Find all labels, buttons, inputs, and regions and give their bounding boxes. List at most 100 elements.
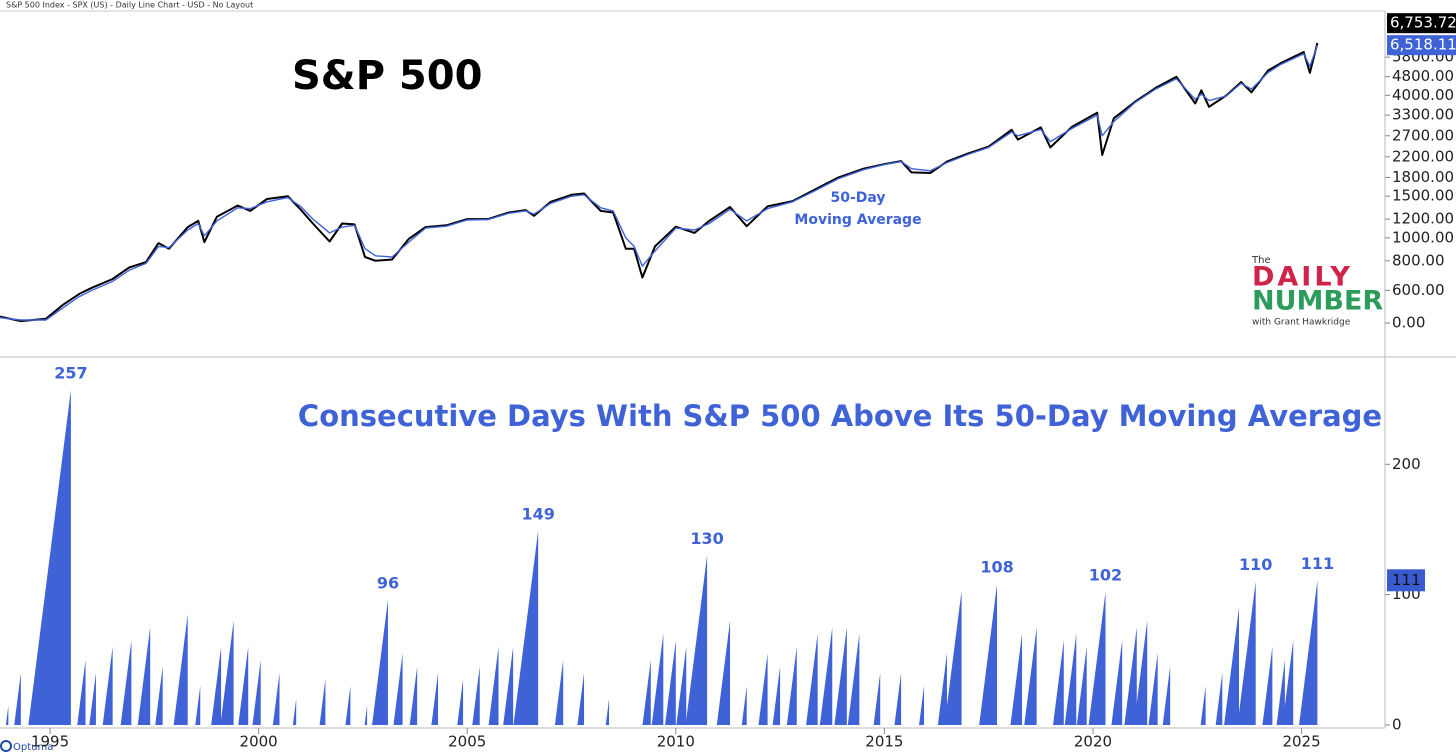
streak-spike bbox=[345, 685, 351, 725]
streak-spike bbox=[513, 530, 539, 725]
streak-spike bbox=[944, 590, 962, 725]
streak-spike bbox=[676, 646, 687, 725]
x-tick-label: 2020 bbox=[1074, 733, 1112, 751]
streak-spike bbox=[554, 659, 564, 725]
streak-spike bbox=[716, 620, 731, 725]
streak-spike bbox=[577, 672, 585, 725]
streak-spike bbox=[758, 653, 768, 725]
streak-spike bbox=[894, 672, 902, 725]
streak-spike bbox=[120, 640, 132, 725]
chart-title: Consecutive Days With S&P 500 Above Its … bbox=[298, 399, 1382, 433]
streak-spike bbox=[393, 653, 403, 725]
streak-spike bbox=[472, 666, 480, 725]
streak-spike bbox=[1148, 653, 1158, 725]
y-tick-label: 800.00 bbox=[1392, 251, 1445, 269]
x-tick-label: 2005 bbox=[448, 733, 486, 751]
streak-spike bbox=[5, 705, 9, 725]
y-tick-label: 1200.00 bbox=[1392, 210, 1454, 228]
data-label: 130 bbox=[690, 529, 723, 548]
x-tick-label: 2000 bbox=[240, 733, 278, 751]
streak-spike bbox=[272, 672, 280, 725]
price-tag bbox=[1387, 35, 1456, 56]
data-label: 110 bbox=[1239, 555, 1272, 574]
streak-spike bbox=[1064, 633, 1077, 725]
y-tick-label: 200 bbox=[1392, 455, 1421, 473]
price-tag-label: 6,753.72 bbox=[1390, 14, 1456, 32]
y-tick-label: 4000.00 bbox=[1392, 86, 1454, 104]
streak-spike bbox=[651, 633, 664, 725]
streak-spike bbox=[1276, 659, 1285, 725]
streak-spike bbox=[503, 646, 514, 725]
streak-spike bbox=[806, 633, 818, 725]
streak-spike bbox=[1024, 627, 1037, 725]
annotation: 50-Day bbox=[830, 190, 885, 206]
y-tick-label: 1800.00 bbox=[1392, 168, 1454, 186]
streak-spike bbox=[1053, 640, 1064, 725]
streak-spike bbox=[252, 659, 261, 725]
logo-text: NUMBER bbox=[1252, 286, 1383, 317]
streak-spike bbox=[1224, 607, 1239, 725]
streak-spike bbox=[1237, 581, 1256, 725]
logo-text: The bbox=[1251, 255, 1271, 266]
watermark: Optuma bbox=[13, 742, 53, 753]
line-series bbox=[0, 42, 1319, 323]
streak-spike bbox=[488, 646, 499, 725]
streak-spike bbox=[1010, 633, 1023, 725]
streak-spike bbox=[292, 698, 297, 725]
streak-spike bbox=[665, 640, 676, 725]
x-tick-label: 2015 bbox=[865, 733, 903, 751]
streak-spike bbox=[919, 685, 925, 725]
y-tick-label: 2200.00 bbox=[1392, 147, 1454, 165]
streak-spike bbox=[137, 627, 151, 725]
data-label: 108 bbox=[980, 558, 1013, 577]
y-tick-label: 0 bbox=[1392, 716, 1402, 734]
y-tick-label: 2700.00 bbox=[1392, 126, 1454, 144]
streak-spike bbox=[741, 685, 747, 725]
streak-spike bbox=[1076, 646, 1087, 725]
x-tick-label: 2010 bbox=[657, 733, 695, 751]
data-label: 102 bbox=[1089, 566, 1122, 585]
value-tag bbox=[1387, 569, 1425, 592]
streak-spike bbox=[431, 672, 439, 725]
streak-spike bbox=[1215, 672, 1223, 725]
streak-spike bbox=[979, 584, 998, 725]
chart-header: S&P 500 Index - SPX (US) - Daily Line Ch… bbox=[6, 1, 253, 10]
annotation: Moving Average bbox=[794, 212, 921, 228]
streak-spike bbox=[847, 633, 860, 725]
streak-spike bbox=[195, 685, 201, 725]
streak-spike bbox=[77, 659, 86, 725]
y-tick-label: 1000.00 bbox=[1392, 228, 1454, 246]
logo-text: with Grant Hawkridge bbox=[1252, 318, 1351, 328]
streak-spike bbox=[834, 627, 847, 725]
data-label: 149 bbox=[521, 504, 554, 523]
y-tick-label: 1500.00 bbox=[1392, 187, 1454, 205]
y-tick-label: 0.00 bbox=[1392, 314, 1425, 332]
streak-spike bbox=[319, 679, 326, 725]
streak-spike bbox=[772, 666, 781, 725]
data-label: 96 bbox=[377, 573, 399, 592]
streak-spike bbox=[1200, 685, 1206, 725]
x-tick-label: 1995 bbox=[31, 733, 69, 751]
streak-spike bbox=[1299, 580, 1318, 725]
price-tag-label: 6,518.11 bbox=[1390, 36, 1456, 54]
data-label: 257 bbox=[54, 363, 87, 382]
streak-spike bbox=[1088, 592, 1106, 725]
line-series bbox=[0, 44, 1319, 321]
streak-spike bbox=[1124, 627, 1137, 725]
streak-spike bbox=[173, 614, 188, 725]
streak-spike bbox=[457, 679, 464, 725]
price-tag bbox=[1387, 13, 1456, 34]
streak-spike bbox=[409, 666, 418, 725]
y-tick-label: 3300.00 bbox=[1392, 106, 1454, 124]
x-tick-label: 2025 bbox=[1282, 733, 1320, 751]
watermark-icon bbox=[0, 740, 12, 752]
streak-spike bbox=[937, 653, 947, 725]
streak-spike bbox=[1133, 620, 1148, 725]
streak-spike bbox=[605, 698, 610, 725]
streak-spike bbox=[1111, 640, 1123, 725]
chart-title: S&P 500 bbox=[292, 53, 482, 99]
streak-spike bbox=[372, 599, 388, 725]
y-tick-label: 600.00 bbox=[1392, 281, 1445, 299]
